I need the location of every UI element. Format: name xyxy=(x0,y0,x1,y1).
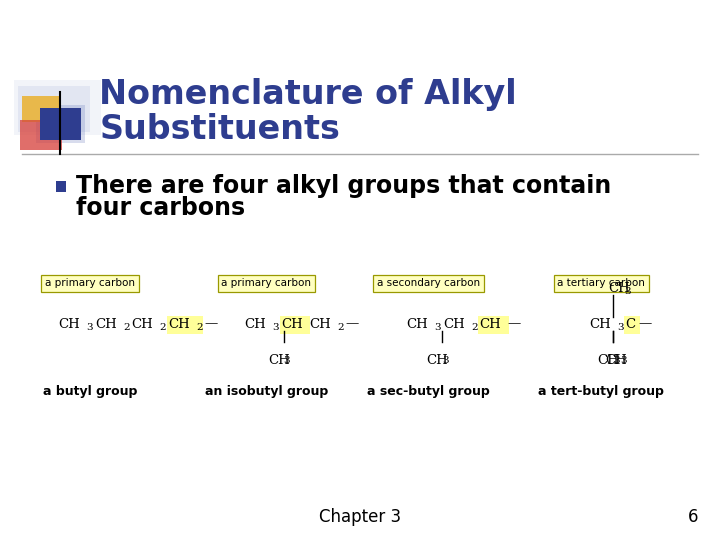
Text: 3: 3 xyxy=(284,356,290,366)
Text: CH: CH xyxy=(426,354,448,367)
Text: —: — xyxy=(639,318,652,330)
Text: 3: 3 xyxy=(613,356,620,366)
Text: 3: 3 xyxy=(621,356,627,366)
Text: —: — xyxy=(346,318,359,330)
FancyBboxPatch shape xyxy=(18,86,90,132)
Text: a primary carbon: a primary carbon xyxy=(45,279,135,288)
Text: a secondary carbon: a secondary carbon xyxy=(377,279,480,288)
Text: a sec-butyl group: a sec-butyl group xyxy=(367,385,490,398)
Text: CH: CH xyxy=(480,318,501,330)
FancyBboxPatch shape xyxy=(20,120,62,150)
Text: 3: 3 xyxy=(617,323,624,332)
Text: Nomenclature of Alkyl: Nomenclature of Alkyl xyxy=(99,78,517,111)
Text: 3: 3 xyxy=(86,323,93,332)
Text: a butyl group: a butyl group xyxy=(42,385,138,398)
Text: 6: 6 xyxy=(688,509,698,526)
Text: CH: CH xyxy=(58,318,80,330)
Text: CH: CH xyxy=(589,318,611,330)
Text: four carbons: four carbons xyxy=(76,196,245,220)
FancyBboxPatch shape xyxy=(166,315,202,334)
Text: a tertiary carbon: a tertiary carbon xyxy=(557,279,645,288)
Text: 2: 2 xyxy=(471,323,477,332)
Text: 3: 3 xyxy=(272,323,279,332)
Text: CH: CH xyxy=(605,354,626,367)
FancyBboxPatch shape xyxy=(20,120,62,150)
Text: CH: CH xyxy=(443,318,464,330)
FancyBboxPatch shape xyxy=(14,80,101,135)
Text: CH: CH xyxy=(132,318,153,330)
Text: Chapter 3: Chapter 3 xyxy=(319,509,401,526)
FancyBboxPatch shape xyxy=(40,108,81,140)
Text: 3: 3 xyxy=(434,323,441,332)
FancyBboxPatch shape xyxy=(36,105,85,143)
Text: 3: 3 xyxy=(442,356,449,366)
Text: a tert-butyl group: a tert-butyl group xyxy=(539,385,664,398)
Text: 3: 3 xyxy=(624,287,631,296)
Text: —: — xyxy=(508,318,521,330)
Text: CH: CH xyxy=(168,318,190,330)
Text: 2: 2 xyxy=(337,323,343,332)
FancyBboxPatch shape xyxy=(624,315,640,334)
Text: a primary carbon: a primary carbon xyxy=(222,279,311,288)
Text: CH: CH xyxy=(244,318,266,330)
Text: Substituents: Substituents xyxy=(99,113,341,146)
Text: C: C xyxy=(626,318,636,330)
FancyBboxPatch shape xyxy=(478,315,509,334)
Text: —: — xyxy=(204,318,218,330)
Text: CH: CH xyxy=(309,318,330,330)
Text: CH: CH xyxy=(406,318,428,330)
Text: There are four alkyl groups that contain: There are four alkyl groups that contain xyxy=(76,174,611,198)
Text: 2: 2 xyxy=(196,323,203,332)
Text: CH: CH xyxy=(598,354,619,367)
Text: 2: 2 xyxy=(123,323,130,332)
Text: CH: CH xyxy=(281,318,302,330)
FancyBboxPatch shape xyxy=(56,181,66,192)
FancyBboxPatch shape xyxy=(279,315,310,334)
FancyBboxPatch shape xyxy=(22,96,59,122)
Text: 2: 2 xyxy=(159,323,166,332)
Text: CH: CH xyxy=(608,282,630,295)
Text: an isobutyl group: an isobutyl group xyxy=(204,385,328,398)
Text: CH: CH xyxy=(95,318,117,330)
Text: CH: CH xyxy=(268,354,289,367)
